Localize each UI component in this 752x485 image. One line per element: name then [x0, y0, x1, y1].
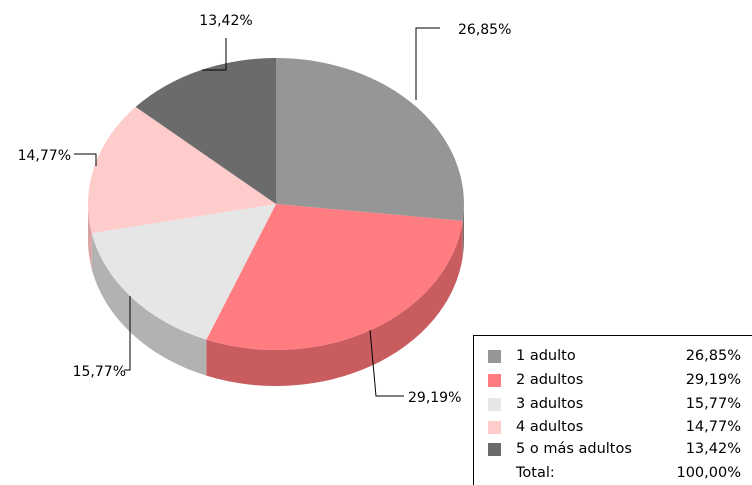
pie-slice-5-o-mas-adultos [135, 58, 276, 204]
leader-line-4-adultos [74, 153, 97, 166]
data-label-1-adulto: 26,85% [458, 22, 511, 38]
leader-line-1-adulto [415, 27, 440, 100]
legend-value: 14,77% [685, 419, 741, 435]
legend-item-3-adultos: 3 adultos 15,77% [474, 393, 752, 415]
legend-total-label: Total: [516, 465, 555, 481]
legend-item-1-adulto: 1 adulto 26,85% [474, 345, 752, 367]
data-label-3-adultos: 15,77% [73, 364, 126, 380]
legend-swatch-2-adultos [488, 374, 501, 387]
legend-item-2-adultos: 2 adultos 29,19% [474, 369, 752, 391]
pie-side-4-adultos [88, 204, 92, 270]
data-label-4-adultos: 14,77% [18, 148, 71, 164]
legend-value: 13,42% [685, 441, 741, 457]
leader-line-3-adultos [124, 296, 131, 371]
pie-slice-2-adultos [206, 204, 463, 350]
pie-side-3-adultos [91, 233, 207, 376]
legend-swatch-4-adultos [488, 421, 501, 434]
legend-item-5-o-mas-adultos: 5 o más adultos 13,42% [474, 438, 752, 460]
leader-line-5-o-mas-adultos [202, 38, 227, 71]
legend-label: 1 adulto [516, 348, 576, 364]
pie-side-2-adultos [206, 220, 463, 386]
legend-value: 29,19% [685, 372, 741, 388]
legend-label: 5 o más adultos [516, 441, 632, 457]
legend-swatch-5-o-mas-adultos [488, 443, 501, 456]
legend-label: 4 adultos [516, 419, 584, 435]
pie-side-1-adulto [462, 204, 464, 257]
legend-value: 15,77% [685, 396, 741, 412]
pie-slice-4-adultos [87, 106, 276, 234]
data-label-5-o-mas-adultos: 13,42% [199, 13, 252, 29]
leader-line-2-adultos [369, 329, 404, 397]
legend-label: 2 adultos [516, 372, 584, 388]
data-label-2-adultos: 29,19% [408, 390, 461, 406]
legend-total-value: 100,00% [676, 465, 741, 481]
pie-data-labels: 26,85% 29,19% 15,77% 14,77% 13,42% [18, 13, 512, 406]
chart-legend: 1 adulto 26,85% 2 adultos 29,19% 3 adult… [473, 335, 752, 485]
legend-value: 26,85% [685, 348, 741, 364]
legend-item-4-adultos: 4 adultos 14,77% [474, 416, 752, 438]
legend-total-row: Total: 100,00% [474, 462, 752, 484]
legend-label: 3 adultos [516, 396, 584, 412]
legend-swatch-3-adultos [488, 398, 501, 411]
pie-leader-lines [74, 27, 440, 397]
legend-swatch-1-adulto [488, 350, 501, 363]
pie-slice-3-adultos [91, 204, 276, 340]
pie-slice-1-adulto [276, 58, 464, 221]
pie-slices [87, 58, 464, 350]
pie-side-walls [88, 204, 464, 386]
